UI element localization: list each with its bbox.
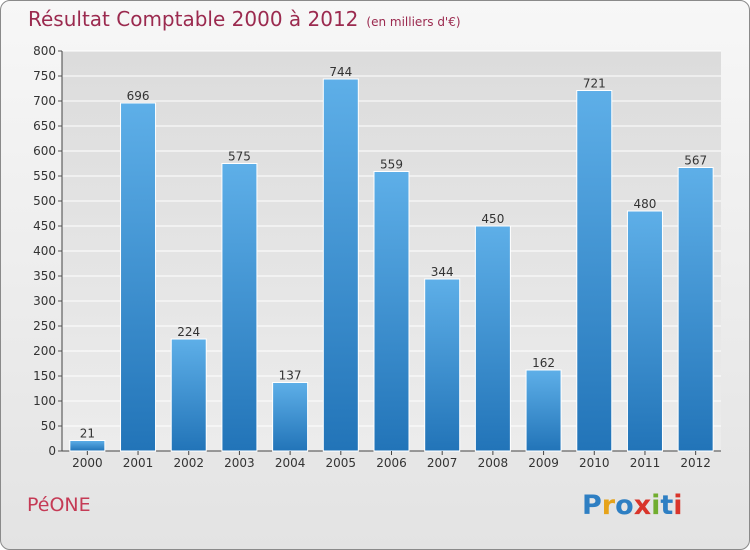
x-tick-label-2008: 2008 [478, 456, 509, 470]
y-tick-label: 0 [48, 444, 56, 458]
y-tick-label: 250 [33, 319, 56, 333]
commune-name: PéONE [27, 494, 91, 516]
y-tick-label: 100 [33, 394, 56, 408]
x-tick-label-2010: 2010 [579, 456, 610, 470]
bar-2007 [424, 278, 461, 452]
x-tick-label-2012: 2012 [680, 456, 711, 470]
data-label-2012: 567 [684, 154, 707, 168]
data-label-2009: 162 [532, 356, 555, 370]
bar-2011 [626, 210, 663, 452]
proxiti-logo: Proxiti [582, 490, 683, 521]
y-tick-label: 50 [41, 419, 56, 433]
x-tick-label-2011: 2011 [630, 456, 661, 470]
bar-2006 [373, 171, 410, 452]
data-label-2011: 480 [634, 197, 657, 211]
logo-letter: r [601, 490, 616, 521]
y-tick-label: 200 [33, 344, 56, 358]
data-label-2006: 559 [380, 158, 403, 172]
data-label-2010: 721 [583, 77, 606, 91]
bar-2012 [677, 167, 714, 452]
data-label-2001: 696 [127, 89, 150, 103]
y-tick-label: 350 [33, 269, 56, 283]
bar-2004 [272, 382, 309, 452]
y-tick-label: 600 [33, 144, 56, 158]
bar-2000 [69, 440, 106, 452]
chart-title: Résultat Comptable 2000 à 2012 (en millie… [28, 7, 461, 31]
y-tick-label: 150 [33, 369, 56, 383]
chart-subtitle: (en milliers d'€) [366, 15, 461, 29]
bar-2002 [170, 338, 207, 452]
logo-letter: o [615, 490, 634, 521]
x-tick-label-2005: 2005 [326, 456, 357, 470]
bar-2005 [322, 78, 359, 452]
data-label-2004: 137 [279, 369, 302, 383]
data-label-2002: 224 [177, 325, 200, 339]
bar-2008 [474, 225, 511, 452]
logo-letter: t [660, 490, 674, 521]
y-tick-label: 700 [33, 94, 56, 108]
x-tick-label-2009: 2009 [528, 456, 559, 470]
x-tick-label-2007: 2007 [427, 456, 458, 470]
data-label-2008: 450 [481, 212, 504, 226]
logo-letter: x [633, 490, 652, 521]
logo-letter: i [651, 490, 661, 521]
x-tick-label-2003: 2003 [224, 456, 255, 470]
data-label-2000: 21 [80, 427, 95, 441]
y-tick-label: 550 [33, 169, 56, 183]
y-tick-label: 750 [33, 69, 56, 83]
bar-2010 [576, 90, 613, 452]
chart-title-text: Résultat Comptable 2000 à 2012 [28, 7, 359, 31]
y-tick-label: 400 [33, 244, 56, 258]
x-tick-label-2001: 2001 [123, 456, 154, 470]
y-tick-label: 800 [33, 44, 56, 58]
x-tick-label-2000: 2000 [72, 456, 103, 470]
data-label-2007: 344 [431, 265, 454, 279]
logo-letter: P [582, 490, 602, 521]
y-tick-label: 300 [33, 294, 56, 308]
y-tick-label: 650 [33, 119, 56, 133]
data-label-2005: 744 [329, 65, 352, 79]
x-tick-label-2006: 2006 [376, 456, 407, 470]
data-label-2003: 575 [228, 150, 251, 164]
x-tick-label-2002: 2002 [173, 456, 204, 470]
bar-2001 [120, 102, 157, 452]
bar-2009 [525, 369, 562, 452]
x-tick-label-2004: 2004 [275, 456, 306, 470]
y-tick-label: 500 [33, 194, 56, 208]
logo-letter: i [673, 490, 683, 521]
y-tick-label: 450 [33, 219, 56, 233]
bar-2003 [221, 163, 258, 452]
